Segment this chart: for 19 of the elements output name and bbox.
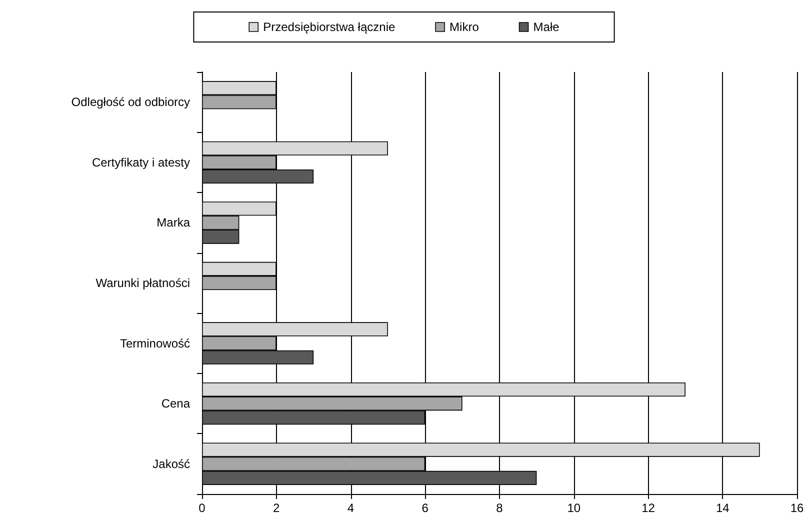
x-tick-label: 2 <box>273 501 280 515</box>
x-tick-label: 6 <box>422 501 429 515</box>
y-tick-label: Jakość <box>152 456 190 471</box>
y-tick-label: Odległość od odbiorcy <box>71 95 190 110</box>
x-tick-label: 14 <box>716 501 730 515</box>
x-tick-label: 0 <box>198 501 206 515</box>
x-tick-label: 16 <box>790 501 804 515</box>
y-tick-label: Warunki płatności <box>96 276 190 290</box>
y-tick-label: Marka <box>156 216 190 230</box>
legend-label: Małe <box>533 20 560 34</box>
y-tick-label: Cena <box>161 396 190 411</box>
y-tick-label: Certyfikaty i atesty <box>92 155 190 170</box>
legend-label: Mikro <box>450 20 480 34</box>
legend-label: Przedsiębiorstwa łącznie <box>263 20 396 34</box>
x-tick-label: 4 <box>347 501 354 515</box>
x-tick-label: 10 <box>567 501 581 515</box>
x-tick-label: 8 <box>496 501 504 515</box>
x-tick-label: 12 <box>642 501 656 515</box>
y-tick-label: Terminowość <box>120 336 190 350</box>
